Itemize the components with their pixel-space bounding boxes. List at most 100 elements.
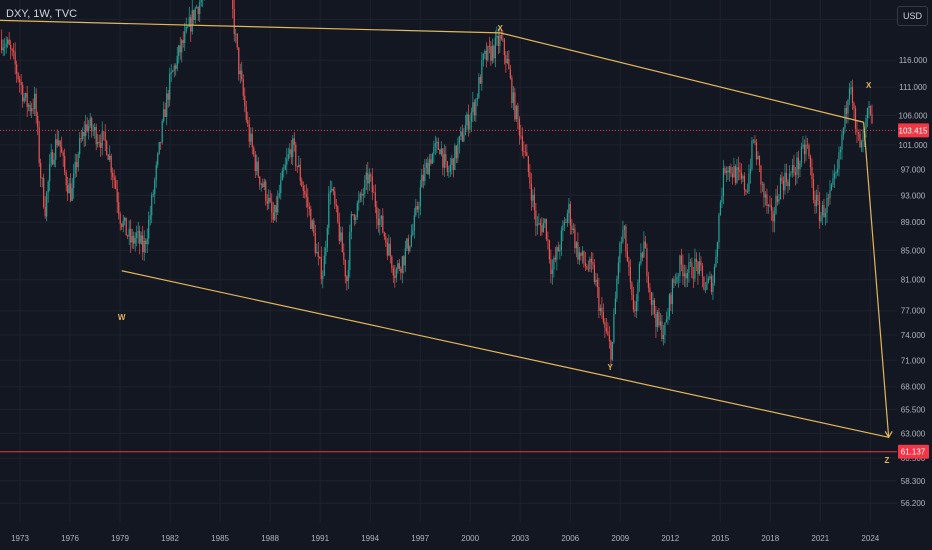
- candle-body: [59, 140, 61, 147]
- candle-body: [478, 77, 480, 98]
- candle-body: [538, 223, 540, 225]
- candle-body: [820, 215, 822, 222]
- candle-body: [133, 236, 135, 244]
- candle-body: [526, 152, 528, 157]
- candle-body: [599, 307, 601, 311]
- candle-body: [350, 214, 352, 233]
- candle-body: [851, 87, 854, 104]
- candle-body: [766, 194, 768, 206]
- candle-body: [472, 102, 474, 113]
- candle-body: [713, 266, 716, 283]
- y-tick-label: 74.000: [901, 331, 926, 340]
- candle-body: [358, 199, 360, 204]
- x-tick-label: 2012: [661, 534, 679, 543]
- trend-arrowhead: [884, 430, 893, 439]
- candle-body: [335, 203, 337, 207]
- candle-body: [832, 178, 834, 185]
- candle-body: [742, 176, 744, 179]
- candle-body: [440, 148, 442, 155]
- candle-body: [251, 133, 253, 148]
- candle-body: [541, 225, 543, 233]
- candle-body: [370, 174, 372, 177]
- candle-body: [130, 228, 132, 243]
- candle-body: [592, 262, 594, 265]
- candle-body: [601, 307, 603, 313]
- candle-body: [563, 222, 565, 226]
- candle-body: [38, 127, 40, 163]
- candle-body: [547, 239, 549, 241]
- candle-body: [488, 46, 490, 47]
- candle-body: [787, 182, 789, 187]
- candle-body: [829, 189, 831, 199]
- candle-body: [542, 223, 544, 233]
- candle-body: [176, 55, 178, 69]
- candle-body: [562, 225, 564, 231]
- candle-body: [242, 79, 244, 96]
- candle-body: [799, 162, 801, 170]
- candle-body: [607, 331, 609, 336]
- candle-body: [865, 118, 867, 129]
- candle-body: [667, 316, 669, 320]
- candle-body: [521, 136, 523, 152]
- candle-body: [616, 278, 618, 299]
- candle-body: [196, 7, 198, 9]
- price-level-tag: [898, 444, 929, 459]
- candle-body: [316, 251, 318, 254]
- candle-body: [578, 252, 580, 260]
- candle-body: [712, 282, 714, 292]
- candle-body: [572, 228, 574, 230]
- candle-body: [430, 159, 432, 164]
- candle-body: [118, 202, 120, 214]
- x-tick-label: 2009: [611, 534, 629, 543]
- candle-body: [496, 35, 498, 38]
- candle-body: [551, 269, 553, 274]
- price-levels: [0, 129, 897, 453]
- candle-body: [244, 95, 246, 107]
- candle-body: [365, 172, 367, 180]
- candle-body: [136, 232, 138, 239]
- x-tick-label: 2015: [711, 534, 729, 543]
- candle-body: [779, 177, 782, 200]
- candle-body: [448, 171, 450, 173]
- x-tick-label: 1997: [411, 534, 429, 543]
- candle-body: [98, 141, 100, 143]
- candle-body: [665, 319, 668, 323]
- candle-body: [254, 154, 256, 171]
- candle-body: [506, 59, 508, 64]
- candle-body: [236, 33, 238, 48]
- candle-body: [710, 276, 713, 292]
- candle-body: [850, 87, 852, 89]
- candle-body: [658, 312, 660, 326]
- candle-body: [788, 173, 791, 187]
- candle-body: [811, 167, 813, 180]
- candle-body: [392, 268, 394, 276]
- candle-body: [313, 220, 315, 234]
- price-level-tag: [898, 123, 929, 138]
- candle-body: [89, 118, 91, 127]
- candle-body: [827, 197, 830, 199]
- x-tick-label: 1985: [211, 534, 229, 543]
- candle-body: [661, 321, 663, 339]
- candle-body: [140, 235, 142, 244]
- candle-body: [707, 278, 710, 282]
- candle-body: [43, 178, 45, 208]
- candle-body: [649, 287, 651, 293]
- currency-button[interactable]: USD: [897, 6, 928, 26]
- candle-body: [10, 44, 12, 50]
- candle-body: [760, 165, 762, 185]
- candle-body: [7, 39, 9, 44]
- candle-body: [71, 187, 73, 201]
- candle-body: [856, 128, 858, 133]
- candle-body: [395, 268, 397, 278]
- candle-body: [311, 220, 313, 229]
- candle-body: [776, 195, 779, 202]
- candle-body: [487, 46, 489, 61]
- y-tick-label: 89.000: [901, 218, 926, 227]
- candle-body: [298, 164, 300, 167]
- candle-body: [364, 179, 366, 194]
- candle-body: [869, 105, 872, 115]
- candle-body: [287, 153, 289, 159]
- candle-body: [409, 245, 411, 251]
- candle-body: [74, 161, 76, 174]
